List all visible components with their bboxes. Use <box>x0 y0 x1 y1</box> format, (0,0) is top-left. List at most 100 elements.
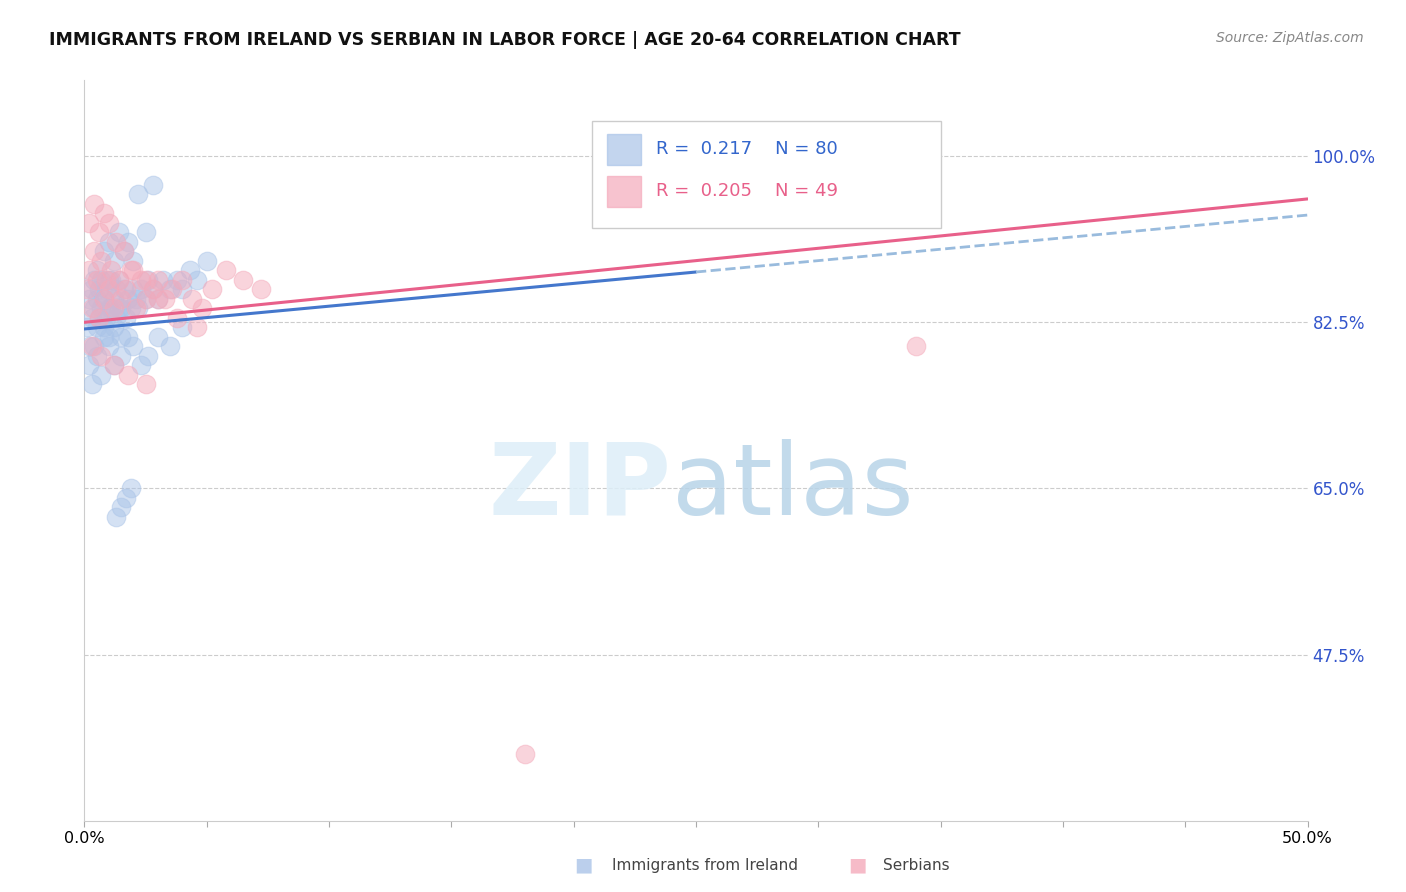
Bar <box>606 176 641 207</box>
Point <box>90 253 112 268</box>
Point <box>103 320 125 334</box>
Point <box>129 282 152 296</box>
Point <box>191 301 214 315</box>
Point <box>97 329 120 343</box>
Point <box>107 301 129 315</box>
Point <box>136 349 159 363</box>
Point <box>110 500 132 515</box>
Point <box>122 253 145 268</box>
Point <box>105 282 128 296</box>
Point <box>83 244 105 259</box>
Point <box>90 301 112 315</box>
Point <box>112 244 135 259</box>
Point <box>77 263 100 277</box>
Point <box>107 272 129 286</box>
Point <box>115 282 138 296</box>
Point <box>87 310 110 325</box>
Point <box>115 491 138 505</box>
Point <box>120 482 142 496</box>
Point <box>77 216 100 230</box>
Point <box>172 282 194 296</box>
Point <box>105 235 128 249</box>
Point <box>110 329 132 343</box>
Text: Immigrants from Ireland: Immigrants from Ireland <box>612 858 797 872</box>
Point <box>87 310 110 325</box>
Point <box>135 292 157 306</box>
Point <box>105 310 128 325</box>
Point <box>129 272 152 286</box>
Point <box>181 292 204 306</box>
Point <box>80 339 103 353</box>
Point <box>110 301 132 315</box>
Point <box>135 377 157 392</box>
Point <box>97 339 120 353</box>
Point <box>96 272 118 286</box>
Text: ZIP: ZIP <box>489 439 672 536</box>
Text: ■: ■ <box>848 855 868 875</box>
Point <box>135 225 157 239</box>
Point <box>110 349 132 363</box>
Point <box>103 253 125 268</box>
Point <box>127 301 149 315</box>
Text: ■: ■ <box>574 855 593 875</box>
Point <box>153 292 176 306</box>
Point <box>135 292 157 306</box>
Point <box>186 272 208 286</box>
Point <box>96 282 118 296</box>
Point <box>166 272 188 286</box>
Point <box>232 272 254 286</box>
Point <box>162 282 184 296</box>
Point <box>93 206 115 220</box>
Text: atlas: atlas <box>672 439 912 536</box>
Point <box>142 282 165 296</box>
Point <box>120 301 142 315</box>
Point <box>93 320 115 334</box>
Point <box>166 310 188 325</box>
Point <box>90 272 112 286</box>
Point <box>146 272 169 286</box>
Point <box>103 301 125 315</box>
Point <box>77 358 100 372</box>
Point <box>195 253 218 268</box>
Point <box>107 225 129 239</box>
Point <box>97 301 120 315</box>
Point <box>103 292 125 306</box>
Point <box>83 272 105 286</box>
Point <box>249 282 271 296</box>
Point <box>93 329 115 343</box>
Point <box>142 178 165 192</box>
Point <box>80 377 103 392</box>
Point <box>86 263 108 277</box>
Point <box>80 310 103 325</box>
Point <box>125 301 148 315</box>
Point <box>122 263 145 277</box>
Point <box>93 244 115 259</box>
Point <box>129 358 152 372</box>
Point <box>80 282 103 296</box>
Point <box>100 263 122 277</box>
Point <box>117 292 139 306</box>
Point <box>86 292 108 306</box>
Point <box>93 292 115 306</box>
Point <box>86 320 108 334</box>
Text: R =  0.217    N = 80: R = 0.217 N = 80 <box>655 140 838 158</box>
Point <box>127 187 149 202</box>
Point <box>103 358 125 372</box>
Point <box>83 339 105 353</box>
Point <box>215 263 238 277</box>
Point <box>87 225 110 239</box>
Point <box>115 310 138 325</box>
Point <box>135 272 157 286</box>
Point <box>77 339 100 353</box>
Point <box>186 320 208 334</box>
Point <box>172 320 194 334</box>
Point <box>112 282 135 296</box>
Point <box>122 282 145 296</box>
Bar <box>606 134 641 165</box>
Text: Source: ZipAtlas.com: Source: ZipAtlas.com <box>1216 31 1364 45</box>
Point <box>83 196 105 211</box>
Point <box>107 272 129 286</box>
Point <box>87 282 110 296</box>
Text: Serbians: Serbians <box>883 858 949 872</box>
Point <box>90 368 112 382</box>
